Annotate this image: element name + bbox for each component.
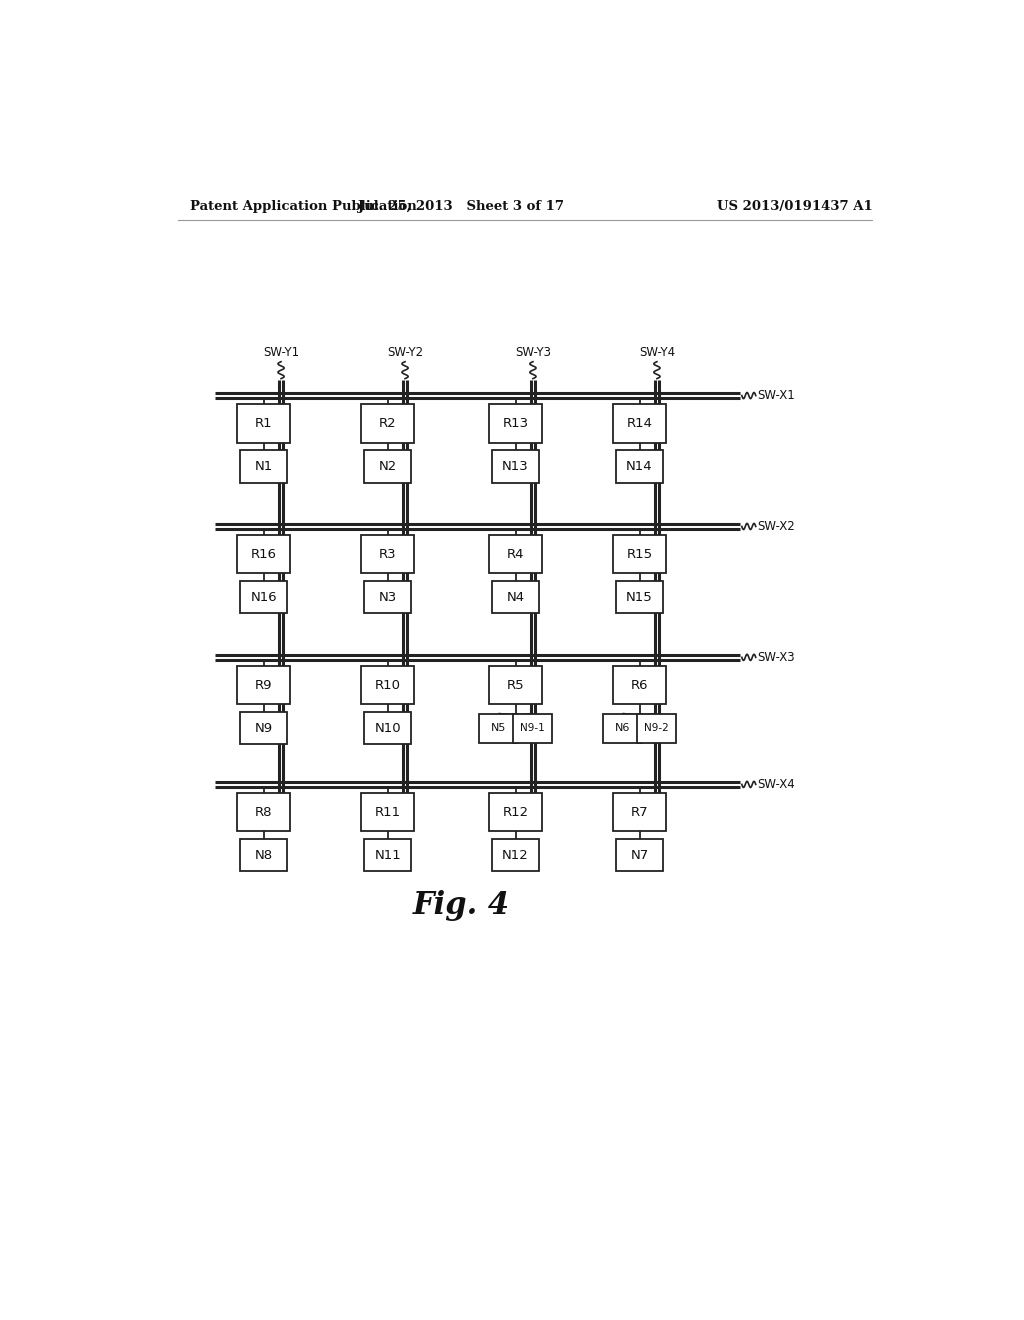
Bar	[361, 665, 414, 705]
Text: R6: R6	[631, 678, 648, 692]
Text: R9: R9	[255, 678, 272, 692]
Bar	[365, 581, 411, 614]
Bar	[513, 714, 552, 743]
Text: R12: R12	[503, 805, 528, 818]
Text: R11: R11	[375, 805, 400, 818]
Text: SW-X3: SW-X3	[758, 651, 795, 664]
Bar	[238, 535, 290, 573]
Text: N14: N14	[627, 459, 653, 473]
Bar	[238, 793, 290, 832]
Text: R2: R2	[379, 417, 396, 430]
Text: R1: R1	[255, 417, 272, 430]
Bar	[365, 840, 411, 871]
Text: Fig. 4: Fig. 4	[413, 890, 510, 921]
Bar	[616, 581, 663, 614]
Bar	[241, 840, 287, 871]
Bar	[241, 450, 287, 483]
Bar	[616, 840, 663, 871]
Text: N9-1: N9-1	[520, 723, 545, 733]
Bar	[365, 711, 411, 744]
Text: R4: R4	[507, 548, 524, 561]
Text: R15: R15	[627, 548, 652, 561]
Text: SW-Y4: SW-Y4	[639, 346, 675, 359]
Bar	[361, 793, 414, 832]
Bar	[603, 714, 642, 743]
Text: R10: R10	[375, 678, 400, 692]
Text: N16: N16	[250, 591, 276, 603]
Text: N6: N6	[614, 723, 630, 733]
Text: SW-Y1: SW-Y1	[263, 346, 299, 359]
Text: N13: N13	[502, 459, 528, 473]
Text: N5: N5	[490, 723, 506, 733]
Text: R14: R14	[627, 417, 652, 430]
Bar	[238, 665, 290, 705]
Bar	[489, 404, 542, 442]
Bar	[241, 581, 287, 614]
Bar	[637, 714, 676, 743]
Text: N2: N2	[379, 459, 396, 473]
Text: N3: N3	[379, 591, 396, 603]
Text: N8: N8	[255, 849, 272, 862]
Text: N12: N12	[502, 849, 528, 862]
Text: R8: R8	[255, 805, 272, 818]
Text: SW-Y3: SW-Y3	[515, 346, 551, 359]
Bar	[238, 404, 290, 442]
Text: SW-X1: SW-X1	[758, 389, 795, 403]
Text: R5: R5	[507, 678, 524, 692]
Bar	[616, 450, 663, 483]
Text: Patent Application Publication: Patent Application Publication	[190, 199, 417, 213]
Text: SW-X4: SW-X4	[758, 777, 795, 791]
Text: R16: R16	[251, 548, 276, 561]
Text: N9: N9	[255, 722, 272, 735]
Text: N7: N7	[631, 849, 648, 862]
Text: N15: N15	[626, 591, 653, 603]
Text: N1: N1	[255, 459, 272, 473]
Text: US 2013/0191437 A1: US 2013/0191437 A1	[717, 199, 872, 213]
Bar	[365, 450, 411, 483]
Text: R3: R3	[379, 548, 396, 561]
Text: SW-Y2: SW-Y2	[387, 346, 423, 359]
Bar	[613, 665, 666, 705]
Text: R13: R13	[503, 417, 528, 430]
Text: N10: N10	[375, 722, 401, 735]
Text: R7: R7	[631, 805, 648, 818]
Text: N9-2: N9-2	[644, 723, 669, 733]
Bar	[489, 665, 542, 705]
Bar	[613, 793, 666, 832]
Text: Jul. 25, 2013   Sheet 3 of 17: Jul. 25, 2013 Sheet 3 of 17	[358, 199, 564, 213]
Bar	[613, 404, 666, 442]
Bar	[493, 581, 539, 614]
Bar	[489, 535, 542, 573]
Bar	[479, 714, 518, 743]
Bar	[613, 535, 666, 573]
Text: SW-X2: SW-X2	[758, 520, 795, 533]
Text: N4: N4	[507, 591, 524, 603]
Bar	[361, 535, 414, 573]
Bar	[493, 840, 539, 871]
Bar	[361, 404, 414, 442]
Text: N11: N11	[374, 849, 401, 862]
Bar	[241, 711, 287, 744]
Bar	[489, 793, 542, 832]
Bar	[493, 450, 539, 483]
